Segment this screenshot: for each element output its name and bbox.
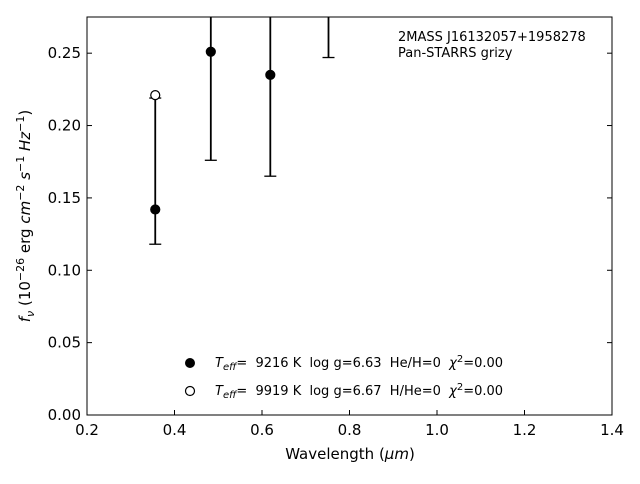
object-name: 2MASS J16132057+1958278 — [398, 30, 586, 45]
data-points — [150, 46, 276, 215]
x-tick-label: 1.0 — [425, 421, 449, 439]
x-tick-label: 0.8 — [338, 421, 362, 439]
model-point-filled — [205, 46, 216, 57]
legend-entry-1: Teff= 9216 K log g=6.63 He/H=0 χ2=0.00 — [215, 354, 503, 373]
x-tick-label: 0.2 — [75, 421, 99, 439]
x-tick-label: 1.2 — [513, 421, 537, 439]
y-tick-label: 0.10 — [48, 261, 81, 279]
y-tick-label: 0.15 — [48, 189, 81, 207]
y-tick-label: 0.20 — [48, 117, 81, 135]
y-tick-label: 0.05 — [48, 334, 81, 352]
legend-marker-open — [184, 385, 196, 397]
x-axis-label: Wavelength (μm) — [285, 445, 415, 463]
svg-text:fν (10−26 erg cm−2 s−1 Hz−1): fν (10−26 erg cm−2 s−1 Hz−1) — [14, 110, 37, 322]
y-tick-label: 0.25 — [48, 44, 81, 62]
y-axis: 0.00 0.05 0.10 0.15 0.20 0.25 — [48, 44, 612, 424]
x-axis: 0.2 0.4 0.6 0.8 1.0 1.2 1.4 — [75, 410, 624, 439]
x-tick-label: 0.4 — [163, 421, 187, 439]
error-bars — [149, 17, 335, 245]
legend-entry-2: Teff= 9919 K log g=6.67 H/He=0 χ2=0.00 — [215, 382, 503, 401]
legend-marker-filled — [185, 358, 195, 368]
x-tick-label: 0.6 — [250, 421, 274, 439]
model-point-open — [150, 90, 161, 101]
y-axis-label: fν (10−26 erg cm−2 s−1 Hz−1) — [14, 110, 37, 322]
model-point-filled — [265, 69, 276, 80]
y-tick-label: 0.00 — [48, 406, 81, 424]
model-point-filled — [150, 204, 161, 215]
legend: Teff= 9216 K log g=6.63 He/H=0 χ2=0.00 T… — [184, 354, 503, 401]
x-tick-label: 1.4 — [600, 421, 624, 439]
survey-name: Pan-STARRS grizy — [398, 46, 513, 61]
